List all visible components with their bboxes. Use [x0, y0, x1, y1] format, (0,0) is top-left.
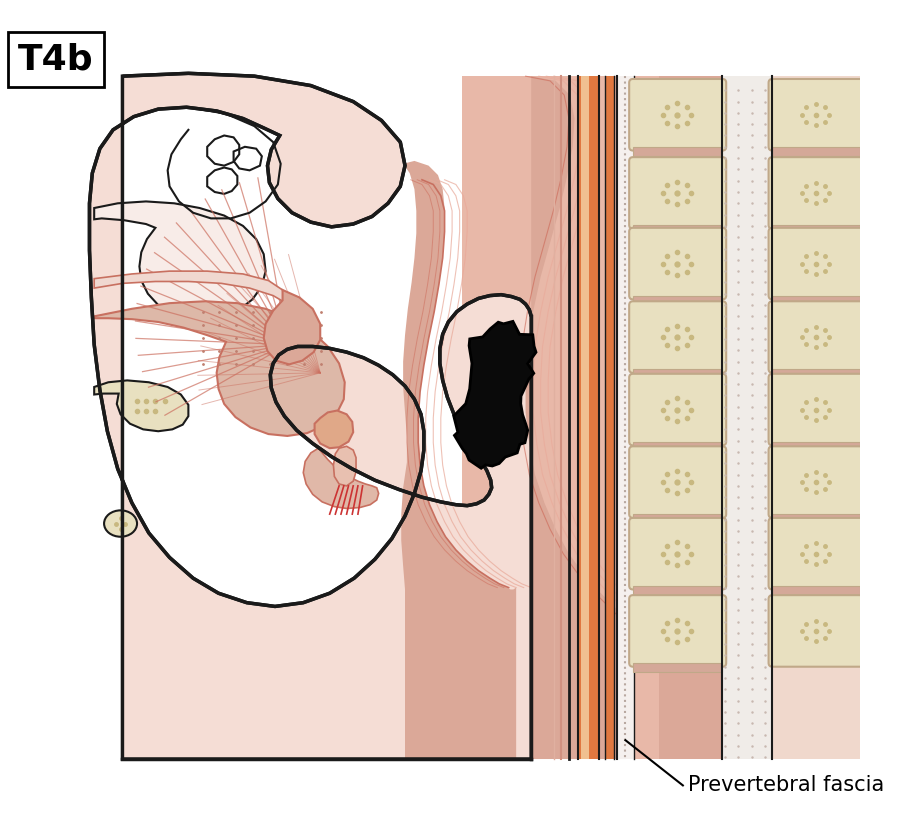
Bar [633, 515, 722, 524]
Polygon shape [526, 76, 625, 759]
FancyBboxPatch shape [629, 158, 726, 229]
Bar [7, 32, 103, 86]
FancyBboxPatch shape [629, 374, 726, 445]
FancyBboxPatch shape [629, 595, 726, 667]
Polygon shape [531, 76, 860, 759]
FancyBboxPatch shape [769, 302, 864, 373]
Polygon shape [772, 76, 860, 759]
Bar [772, 369, 860, 379]
Bar [772, 296, 860, 305]
FancyBboxPatch shape [769, 447, 864, 518]
Polygon shape [303, 448, 379, 509]
Polygon shape [94, 302, 345, 436]
Polygon shape [94, 272, 285, 303]
Bar [633, 442, 722, 451]
Polygon shape [531, 76, 659, 759]
Bar [772, 225, 860, 235]
Polygon shape [454, 321, 536, 468]
Bar [604, 76, 614, 759]
Bar [772, 586, 860, 595]
FancyBboxPatch shape [629, 79, 726, 151]
Polygon shape [94, 201, 266, 319]
FancyBboxPatch shape [629, 228, 726, 299]
FancyBboxPatch shape [769, 374, 864, 445]
Polygon shape [207, 168, 237, 194]
Text: T4b: T4b [17, 42, 93, 76]
Bar [722, 76, 772, 759]
FancyBboxPatch shape [769, 79, 864, 151]
Polygon shape [315, 411, 353, 448]
Ellipse shape [104, 510, 137, 536]
Polygon shape [462, 76, 860, 759]
Bar [772, 147, 860, 156]
Bar [772, 442, 860, 451]
Polygon shape [264, 290, 320, 365]
Bar [633, 369, 722, 379]
Bar [633, 663, 722, 672]
FancyBboxPatch shape [629, 447, 726, 518]
Bar [578, 76, 599, 759]
Polygon shape [207, 136, 239, 166]
Polygon shape [89, 74, 531, 759]
Bar [633, 225, 722, 235]
Polygon shape [94, 380, 188, 432]
Polygon shape [89, 74, 531, 759]
FancyBboxPatch shape [769, 158, 864, 229]
Bar [633, 296, 722, 305]
Text: Prevertebral fascia: Prevertebral fascia [687, 775, 884, 795]
FancyBboxPatch shape [769, 595, 864, 667]
Bar [633, 586, 722, 595]
FancyBboxPatch shape [629, 518, 726, 589]
Polygon shape [333, 447, 356, 486]
Bar [617, 76, 634, 759]
FancyBboxPatch shape [769, 518, 864, 589]
Bar [582, 76, 589, 759]
Bar [772, 515, 860, 524]
FancyBboxPatch shape [629, 302, 726, 373]
Bar [633, 147, 722, 156]
Polygon shape [401, 161, 516, 759]
FancyBboxPatch shape [769, 228, 864, 299]
